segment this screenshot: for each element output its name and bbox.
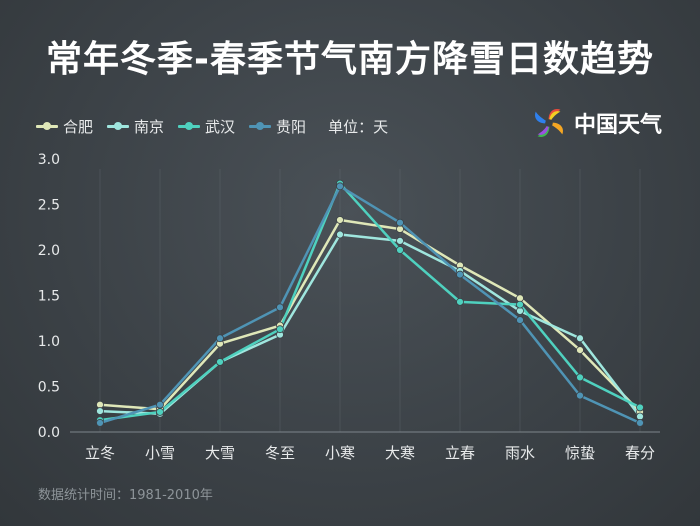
legend-item-guiyang[interactable]: 贵阳 [249, 116, 306, 137]
data-point-南京 [336, 230, 344, 239]
data-point-合肥 [576, 346, 584, 355]
data-point-贵阳 [156, 400, 164, 409]
data-point-合肥 [396, 225, 404, 233]
data-point-南京 [396, 236, 404, 245]
legend-swatch [178, 122, 201, 130]
data-point-武汉 [636, 403, 644, 412]
data-point-南京 [516, 307, 524, 315]
data-point-合肥 [96, 400, 104, 409]
data-point-武汉 [396, 246, 404, 254]
legend-item-hefei[interactable]: 合肥 [36, 116, 93, 137]
data-source-note: 数据统计时间：1981-2010年 [38, 488, 213, 503]
series-line-贵阳 [99, 185, 641, 425]
data-point-合肥 [516, 294, 524, 303]
data-point-贵阳 [576, 391, 584, 400]
legend: 合肥 南京 武汉 贵阳 单位：天 [36, 116, 388, 137]
data-point-合肥 [336, 216, 344, 224]
x-tick-label: 惊蛰 [565, 444, 595, 462]
x-tick-label: 春分 [625, 444, 655, 462]
y-tick-label: 1.5 [38, 289, 60, 305]
data-point-贵阳 [336, 182, 344, 191]
data-point-武汉 [216, 358, 224, 366]
series-line-南京 [99, 233, 641, 418]
data-point-武汉 [516, 300, 524, 309]
data-point-南京 [576, 334, 584, 343]
data-point-贵阳 [96, 418, 104, 427]
legend-label: 南京 [134, 118, 165, 136]
x-tick-label: 立春 [445, 444, 475, 462]
x-tick-label: 雨水 [505, 444, 535, 462]
data-point-武汉 [456, 297, 464, 306]
legend-swatch [36, 122, 58, 130]
y-tick-label: 2.5 [38, 198, 60, 214]
data-point-南京 [96, 407, 104, 415]
x-tick-label: 大雪 [205, 444, 235, 462]
legend-label: 合肥 [63, 118, 94, 136]
data-point-武汉 [156, 408, 164, 416]
x-tick-label: 小雪 [145, 444, 175, 462]
x-tick-label: 大寒 [385, 444, 415, 462]
y-tick-label: 1.0 [38, 334, 60, 350]
data-point-武汉 [576, 373, 584, 382]
x-tick-label: 小寒 [325, 444, 355, 462]
legend-item-wuhan[interactable]: 武汉 [178, 116, 235, 137]
legend-label: 武汉 [205, 118, 236, 136]
legend-item-nanjing[interactable]: 南京 [107, 116, 164, 137]
data-point-贵阳 [636, 418, 644, 427]
legend-swatch [249, 122, 272, 130]
series-line-武汉 [99, 182, 641, 422]
data-point-武汉 [276, 325, 284, 334]
y-tick-label: 0.5 [38, 380, 60, 396]
y-tick-label: 0.0 [38, 425, 60, 441]
unit-label: 单位：天 [328, 118, 389, 136]
legend-swatch [107, 122, 130, 130]
logo: 中国天气 [530, 104, 662, 142]
data-point-贵阳 [396, 218, 404, 227]
data-point-贵阳 [456, 270, 464, 279]
x-tick-label: 冬至 [265, 444, 295, 462]
logo-text: 中国天气 [573, 113, 662, 138]
data-point-贵阳 [276, 303, 284, 312]
data-point-南京 [636, 412, 644, 421]
chart-title: 常年冬季-春季节气南方降雪日数趋势 [46, 39, 654, 80]
pinwheel-icon [535, 109, 563, 137]
y-tick-label: 2.0 [38, 243, 60, 259]
data-point-贵阳 [216, 334, 224, 343]
legend-label: 贵阳 [276, 118, 307, 136]
data-point-贵阳 [516, 316, 524, 324]
x-tick-label: 立冬 [85, 444, 115, 462]
y-tick-label: 3.0 [38, 152, 60, 168]
